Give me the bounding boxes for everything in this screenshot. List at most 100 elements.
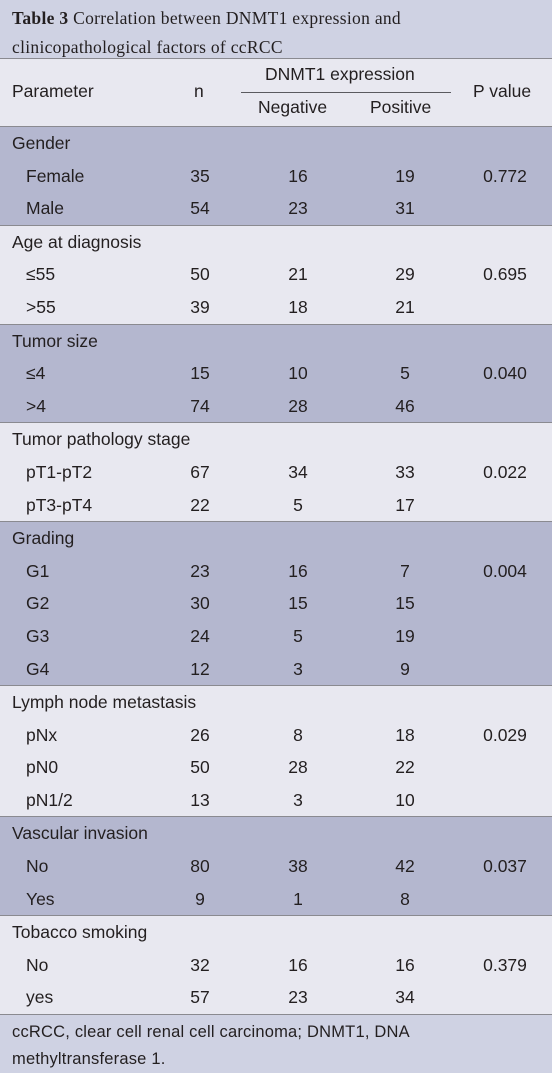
cell-p-value: 0.695	[483, 264, 527, 285]
row-label: yes	[26, 987, 54, 1008]
row-label: ≤4	[26, 363, 46, 384]
cell-negative: 38	[288, 856, 308, 877]
cell-n: 12	[190, 658, 210, 679]
table-footnote: ccRCC, clear cell renal cell carcinoma; …	[0, 1014, 552, 1073]
cell-negative: 23	[288, 198, 308, 219]
table-group: Grading G1 23 16 7 0.004 G2 30 15 15 G3 24 5 19 G4 12 3 9	[0, 521, 552, 686]
table-body: Gender Female 35 16 19 0.772 Male 54 23 31 Age at …	[0, 127, 552, 1015]
group-title-row: Lymph node metastasis	[0, 686, 552, 719]
cell-n: 50	[190, 264, 210, 285]
table-group: Tumor size ≤4 15 10 5 0.040 >4 74 28 46	[0, 323, 552, 423]
row-label: No	[26, 856, 49, 877]
table-title: Correlation between DNMT1 expression and…	[12, 8, 401, 57]
cell-n: 39	[190, 296, 210, 317]
table-row: pNx 26 8 18 0.029	[0, 719, 552, 752]
cell-negative: 16	[288, 954, 308, 975]
cell-n: 26	[190, 724, 210, 745]
cell-negative: 5	[293, 494, 303, 515]
cell-negative: 15	[288, 593, 308, 614]
table-row: ≤4 15 10 5 0.040	[0, 357, 552, 390]
table-row: >4 74 28 46	[0, 390, 552, 423]
header-spanner-rule	[241, 92, 451, 93]
cell-negative: 28	[288, 757, 308, 778]
group-title-row: Tobacco smoking	[0, 916, 552, 949]
cell-positive: 21	[395, 296, 415, 317]
cell-n: 50	[190, 757, 210, 778]
header-p-value: P value	[473, 81, 532, 101]
cell-p-value: 0.022	[483, 461, 527, 482]
header-dnmt1-expression: DNMT1 expression	[265, 64, 415, 84]
cell-negative: 16	[288, 560, 308, 581]
cell-n: 22	[190, 494, 210, 515]
header-negative: Negative	[258, 97, 328, 117]
group-title-row: Tumor pathology stage	[0, 423, 552, 456]
row-label: pT1-pT2	[26, 461, 93, 482]
group-title: Tobacco smoking	[12, 922, 148, 943]
row-label: >55	[26, 296, 56, 317]
cell-n: 23	[190, 560, 210, 581]
table-group: Age at diagnosis ≤55 50 21 29 0.695 >55 39 18 21	[0, 224, 552, 324]
table-group: Gender Female 35 16 19 0.772 Male 54 23 31	[0, 127, 552, 225]
table-row: pT3-pT4 22 5 17	[0, 489, 552, 522]
row-label: >4	[26, 395, 46, 416]
cell-negative: 3	[293, 789, 303, 810]
group-title-row: Age at diagnosis	[0, 226, 552, 259]
table-group: Tobacco smoking No 32 16 16 0.379 yes 57 23 34	[0, 915, 552, 1015]
table-row: No 32 16 16 0.379	[0, 949, 552, 982]
row-label: No	[26, 954, 49, 975]
cell-positive: 7	[400, 560, 410, 581]
table-row: ≤55 50 21 29 0.695	[0, 258, 552, 291]
cell-n: 74	[190, 395, 210, 416]
cell-positive: 42	[395, 856, 415, 877]
header-n: n	[194, 81, 204, 101]
row-label: G3	[26, 625, 50, 646]
cell-positive: 15	[395, 593, 415, 614]
table-row: Female 35 16 19 0.772	[0, 160, 552, 193]
table-row: Yes 9 1 8	[0, 883, 552, 916]
table-header: Parameter n DNMT1 expression Negative Po…	[0, 58, 552, 127]
row-label: G4	[26, 658, 50, 679]
table-row: pN1/2 13 3 10	[0, 784, 552, 817]
cell-n: 32	[190, 954, 210, 975]
row-label: pNx	[26, 724, 58, 745]
group-title: Tumor pathology stage	[12, 429, 191, 450]
group-title: Vascular invasion	[12, 823, 148, 844]
cell-n: 15	[190, 363, 210, 384]
cell-n: 67	[190, 461, 210, 482]
cell-negative: 3	[293, 658, 303, 679]
cell-negative: 28	[288, 395, 308, 416]
cell-positive: 29	[395, 264, 415, 285]
group-title: Grading	[12, 528, 75, 549]
row-label: pN1/2	[26, 789, 73, 810]
row-label: pT3-pT4	[26, 494, 93, 515]
cell-n: 54	[190, 198, 210, 219]
row-label: Female	[26, 165, 85, 186]
cell-negative: 34	[288, 461, 308, 482]
cell-n: 9	[195, 888, 205, 909]
row-label: pN0	[26, 757, 59, 778]
table-group: Vascular invasion No 80 38 42 0.037 Yes 9 1 8	[0, 816, 552, 916]
cell-p-value: 0.772	[483, 165, 527, 186]
row-label: G1	[26, 560, 50, 581]
cell-negative: 23	[288, 987, 308, 1008]
table-row: pT1-pT2 67 34 33 0.022	[0, 456, 552, 489]
header-parameter: Parameter	[12, 81, 94, 101]
cell-n: 30	[190, 593, 210, 614]
table-caption: Table 3 Correlation between DNMT1 expres…	[0, 0, 552, 58]
cell-n: 24	[190, 625, 210, 646]
group-title-row: Tumor size	[0, 325, 552, 358]
table-row: G1 23 16 7 0.004	[0, 555, 552, 588]
cell-negative: 21	[288, 264, 308, 285]
group-title: Gender	[12, 133, 71, 153]
group-title-row: Gender	[0, 127, 552, 160]
row-label: ≤55	[26, 264, 56, 285]
table-row: G3 24 5 19	[0, 620, 552, 653]
cell-n: 57	[190, 987, 210, 1008]
group-title: Lymph node metastasis	[12, 692, 197, 713]
table-label: Table 3	[12, 8, 69, 28]
table-row: G4 12 3 9	[0, 653, 552, 686]
group-title: Age at diagnosis	[12, 231, 142, 252]
cell-n: 13	[190, 789, 210, 810]
cell-positive: 19	[395, 165, 415, 186]
cell-negative: 16	[288, 165, 308, 186]
